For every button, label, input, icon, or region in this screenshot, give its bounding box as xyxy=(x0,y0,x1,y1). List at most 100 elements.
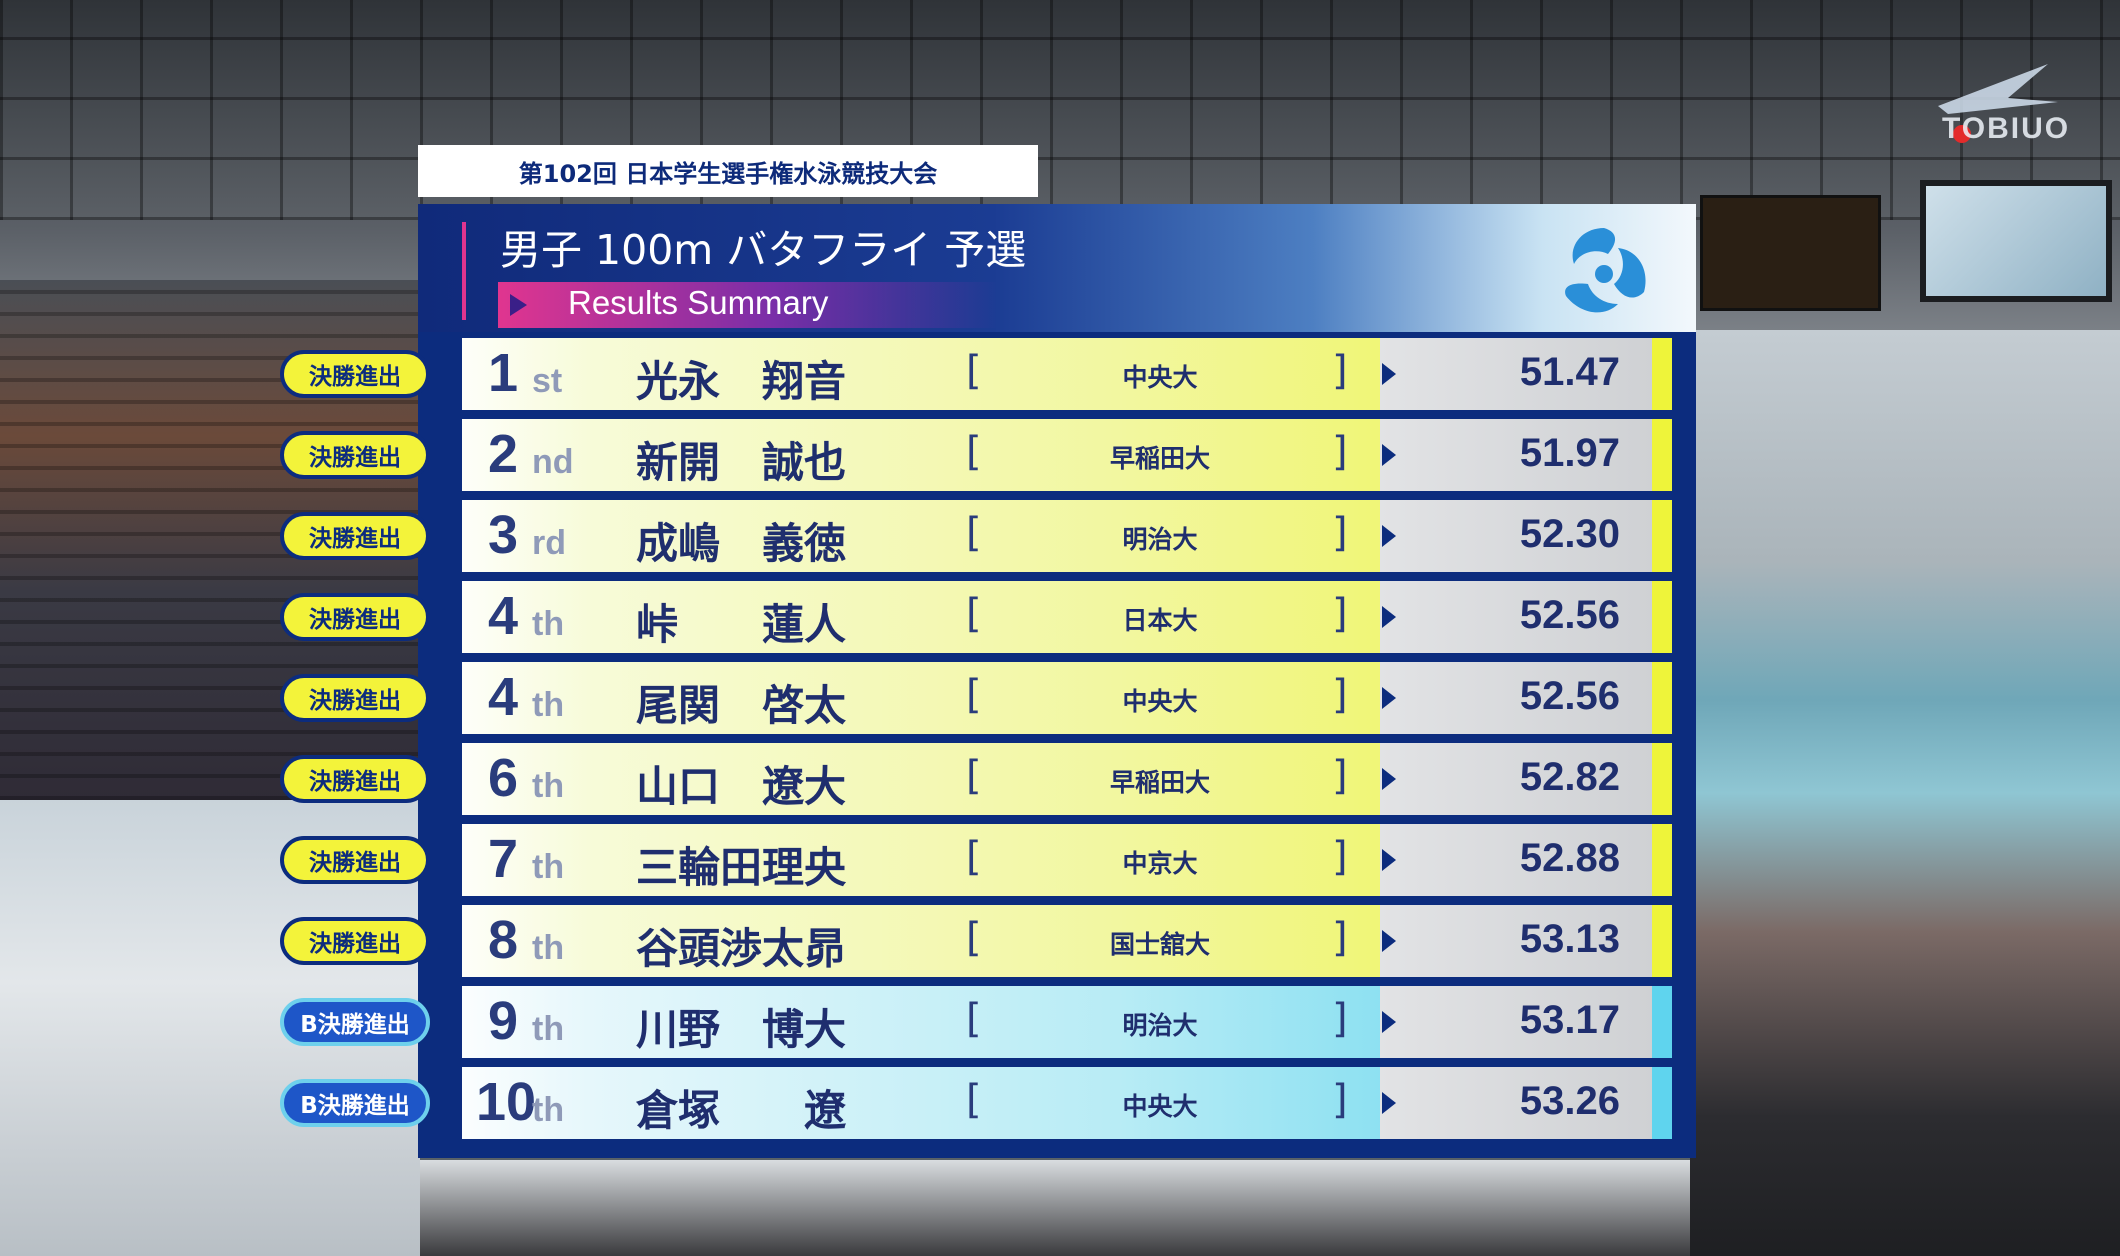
swimmer-name: 尾関 啓太 xyxy=(636,681,847,730)
results-summary-label: Results Summary xyxy=(568,284,829,321)
time-cell xyxy=(1380,419,1652,491)
spectators-bottom xyxy=(420,1160,1690,1256)
qualification-badge: 決勝進出 xyxy=(280,350,430,398)
qualification-badge: 決勝進出 xyxy=(280,674,430,722)
bracket-close: ] xyxy=(1332,753,1348,799)
row-left-marker xyxy=(440,581,462,653)
school-name: 中京大 xyxy=(1122,849,1198,878)
swimmer-name: 倉塚 遼 xyxy=(636,1086,847,1135)
result-row: 決勝進出 8 th 谷頭渉太昴 [ 国士舘大 ] 53.13 xyxy=(0,905,2120,977)
row-left-marker xyxy=(440,1067,462,1139)
school-name: 国士舘大 xyxy=(1109,930,1210,959)
row-end-marker xyxy=(1652,824,1672,896)
school-name: 早稲田大 xyxy=(1109,444,1210,473)
bracket-open: [ xyxy=(966,672,982,718)
rank-suffix: th xyxy=(532,686,565,724)
swim-time: 53.26 xyxy=(1519,1079,1620,1123)
swimmer-name: 川野 博大 xyxy=(636,1005,847,1054)
school-name: 早稲田大 xyxy=(1109,768,1210,797)
swimmer-name: 光永 翔音 xyxy=(636,357,847,406)
rank-suffix: rd xyxy=(532,524,566,562)
time-cell xyxy=(1380,500,1652,572)
school-name: 中央大 xyxy=(1122,1092,1198,1121)
event-title: 男子 100m バタフライ 予選 xyxy=(500,226,1027,274)
rank-suffix: th xyxy=(532,1010,565,1048)
swimmer-name: 三輪田理央 xyxy=(636,843,847,892)
result-row: 決勝進出 7 th 三輪田理央 [ 中京大 ] 52.88 xyxy=(0,824,2120,896)
rank-number: 7 xyxy=(488,829,519,889)
row-arrow-icon xyxy=(1382,444,1396,466)
swimmer-name: 新開 誠也 xyxy=(636,438,847,487)
swim-time: 53.17 xyxy=(1519,998,1620,1042)
row-end-marker xyxy=(1652,1067,1672,1139)
row-arrow-icon xyxy=(1382,849,1396,871)
row-left-marker xyxy=(440,824,462,896)
row-end-marker xyxy=(1652,581,1672,653)
row-end-marker xyxy=(1652,500,1672,572)
row-arrow-icon xyxy=(1382,606,1396,628)
bracket-open: [ xyxy=(966,510,982,556)
swim-time: 53.13 xyxy=(1519,917,1620,961)
result-row: B決勝進出 10 th 倉塚 遼 [ 中央大 ] 53.26 xyxy=(0,1067,2120,1139)
bracket-close: ] xyxy=(1332,996,1348,1042)
rank-number: 8 xyxy=(488,910,519,970)
school-name: 明治大 xyxy=(1122,525,1198,554)
row-arrow-icon xyxy=(1382,930,1396,952)
row-arrow-icon xyxy=(1382,1011,1396,1033)
pool-area-right xyxy=(1690,330,2120,1256)
subtitle-bar xyxy=(498,282,998,328)
arena-roof xyxy=(0,0,2120,220)
time-cell xyxy=(1380,581,1652,653)
rank-suffix: th xyxy=(532,929,565,967)
swim-time: 51.97 xyxy=(1519,431,1620,475)
rank-suffix: th xyxy=(532,605,565,643)
rank-number: 3 xyxy=(488,505,519,565)
row-left-marker xyxy=(440,743,462,815)
row-left-marker xyxy=(440,905,462,977)
bracket-open: [ xyxy=(966,753,982,799)
bracket-open: [ xyxy=(966,834,982,880)
bracket-open: [ xyxy=(966,915,982,961)
result-row: 決勝進出 2 nd 新開 誠也 [ 早稲田大 ] 51.97 xyxy=(0,419,2120,491)
rank-number: 4 xyxy=(488,667,519,727)
swimmer-name: 山口 遼大 xyxy=(636,762,847,811)
result-row: 決勝進出 3 rd 成嶋 義徳 [ 明治大 ] 52.30 xyxy=(0,500,2120,572)
swim-time: 52.30 xyxy=(1519,512,1620,556)
time-cell xyxy=(1380,743,1652,815)
qualification-badge: 決勝進出 xyxy=(280,512,430,560)
swim-time: 52.56 xyxy=(1519,593,1620,637)
arena-video-screen xyxy=(1920,180,2112,302)
time-cell xyxy=(1380,1067,1652,1139)
row-arrow-icon xyxy=(1382,768,1396,790)
tobiuo-logo-text: TOBIUO xyxy=(1942,112,2071,145)
qualification-badge: 決勝進出 xyxy=(280,431,430,479)
row-left-marker xyxy=(440,500,462,572)
row-arrow-icon xyxy=(1382,363,1396,385)
time-cell xyxy=(1380,986,1652,1058)
result-row: 決勝進出 6 th 山口 遼大 [ 早稲田大 ] 52.82 xyxy=(0,743,2120,815)
qualification-badge: 決勝進出 xyxy=(280,593,430,641)
bracket-open: [ xyxy=(966,348,982,394)
time-cell xyxy=(1380,662,1652,734)
bracket-open: [ xyxy=(966,996,982,1042)
result-row: 決勝進出 1 st 光永 翔音 [ 中央大 ] 51.47 xyxy=(0,338,2120,410)
swim-time: 52.82 xyxy=(1519,755,1620,799)
meet-title: 第102回 日本学生選手権水泳競技大会 xyxy=(418,145,1038,197)
bracket-close: ] xyxy=(1332,915,1348,961)
bracket-open: [ xyxy=(966,591,982,637)
swimmer-name: 成嶋 義徳 xyxy=(636,519,847,568)
result-row: 決勝進出 4 th 尾関 啓太 [ 中央大 ] 52.56 xyxy=(0,662,2120,734)
play-arrow-icon xyxy=(510,294,527,316)
school-name: 中央大 xyxy=(1122,687,1198,716)
rank-suffix: nd xyxy=(532,443,574,481)
time-cell xyxy=(1380,905,1652,977)
row-end-marker xyxy=(1652,905,1672,977)
bracket-close: ] xyxy=(1332,429,1348,475)
bracket-close: ] xyxy=(1332,1077,1348,1123)
qualification-badge: 決勝進出 xyxy=(280,836,430,884)
rank-number: 10 xyxy=(476,1072,537,1132)
swim-time: 51.47 xyxy=(1519,350,1620,394)
rank-number: 9 xyxy=(488,991,519,1051)
row-end-marker xyxy=(1652,338,1672,410)
bracket-close: ] xyxy=(1332,510,1348,556)
